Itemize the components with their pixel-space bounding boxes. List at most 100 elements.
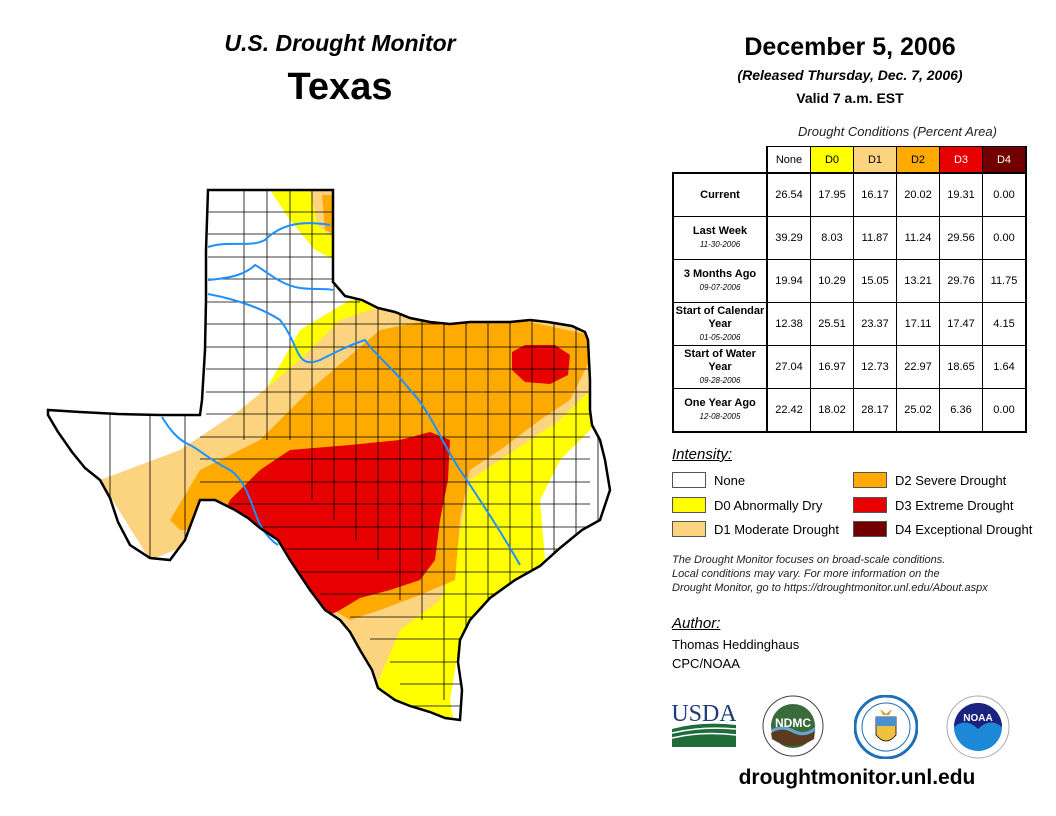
- column-header-none: None: [767, 146, 811, 174]
- legend-swatch: [672, 472, 706, 488]
- header-blank: [673, 146, 768, 173]
- table-cell-none: 19.94: [767, 259, 811, 303]
- legend-label: D1 Moderate Drought: [714, 521, 840, 537]
- row-label-text: One Year Ago: [684, 397, 756, 409]
- table-cell-d4: 0.00: [982, 172, 1027, 217]
- ndmc-logo-text: NDMC: [775, 716, 811, 730]
- river-red: [207, 263, 334, 291]
- legend-label: D4 Exceptional Drought: [895, 521, 1033, 537]
- note-line: Drought Monitor, go to https://droughtmo…: [672, 582, 988, 594]
- county-grid: [109, 190, 599, 720]
- column-header-d1: D1: [853, 146, 897, 174]
- table-cell-d3: 19.31: [939, 172, 983, 217]
- area-d3: [215, 345, 570, 620]
- table-cell-d1: 16.17: [853, 172, 897, 217]
- table-cell-d0: 16.97: [810, 345, 854, 389]
- table-cell-d2: 22.97: [896, 345, 940, 389]
- table-row: Current 26.54 17.95 16.17 20.02 19.31 0.00: [672, 172, 1027, 217]
- legend-label: None: [714, 472, 746, 488]
- row-label-text: Start of Water Year: [684, 347, 756, 373]
- map-title: U.S. Drought Monitor: [224, 30, 456, 56]
- table-cell-none: 22.42: [767, 388, 811, 433]
- legend-item-d0: D0 Abnormally Dry: [672, 497, 822, 513]
- table-row: Start of Water Year 09-28-2006 27.04 16.97 1…: [672, 345, 1027, 389]
- table-cell-d1: 15.05: [853, 259, 897, 303]
- table-cell-d0: 10.29: [810, 259, 854, 303]
- table-cell-d2: 13.21: [896, 259, 940, 303]
- row-label-text: Start of Calendar Year: [675, 304, 765, 330]
- author-heading: Author:: [672, 615, 721, 632]
- release-date: (Released Thursday, Dec. 7, 2006): [737, 67, 963, 83]
- legend-label: D3 Extreme Drought: [895, 497, 1014, 513]
- table-cell-d2: 25.02: [896, 388, 940, 433]
- table-cell-d2: 20.02: [896, 172, 940, 217]
- legend-swatch: [853, 472, 887, 488]
- row-label-text: Current: [700, 188, 740, 201]
- legend-item-d1: D1 Moderate Drought: [672, 521, 839, 537]
- table-cell-d1: 12.73: [853, 345, 897, 389]
- river-brazos: [207, 293, 521, 566]
- table-cell-d1: 11.87: [853, 216, 897, 260]
- usda-logo: USDA: [672, 701, 736, 747]
- row-label: One Year Ago 12-08-2005: [672, 388, 768, 433]
- row-label: Start of Water Year 09-28-2006: [672, 345, 768, 389]
- table-header-row: None D0 D1 D2 D3 D4: [673, 146, 1027, 174]
- row-label: Current: [672, 172, 768, 217]
- table-row: Start of Calendar Year 01-05-2006 12.38 25.…: [672, 302, 1027, 346]
- legend-item-none: None: [672, 472, 745, 488]
- row-label-text: 3 Months Ago: [683, 268, 757, 280]
- rivers: [161, 222, 521, 566]
- commerce-logo: [854, 695, 918, 759]
- row-label-date: 09-28-2006: [699, 375, 741, 385]
- row-label-text: Last Week: [692, 225, 748, 237]
- valid-time: Valid 7 a.m. EST: [796, 90, 904, 106]
- table-cell-d1: 23.37: [853, 302, 897, 346]
- legend-swatch: [853, 521, 887, 537]
- table-cell-none: 26.54: [767, 172, 811, 217]
- region-title: Texas: [287, 66, 393, 108]
- table-cell-d4: 11.75: [982, 259, 1027, 303]
- note-line: Local conditions may vary. For more info…: [672, 568, 940, 580]
- table-row: Last Week 11-30-2006 39.29 8.03 11.87 11.24 29…: [672, 216, 1027, 260]
- legend-swatch: [672, 521, 706, 537]
- table-cell-d2: 11.24: [896, 216, 940, 260]
- legend-label: D2 Severe Drought: [895, 472, 1007, 488]
- table-cell-d3: 6.36: [939, 388, 983, 433]
- legend-item-d4: D4 Exceptional Drought: [853, 521, 1032, 537]
- table-cell-d3: 29.76: [939, 259, 983, 303]
- row-label: Last Week 11-30-2006: [672, 216, 768, 260]
- table-cell-d4: 1.64: [982, 345, 1027, 389]
- texas-drought-map: [46, 188, 612, 722]
- noaa-logo: NOAA: [946, 695, 1010, 759]
- ndmc-logo: NDMC: [762, 695, 824, 757]
- table-cell-d0: 25.51: [810, 302, 854, 346]
- usda-logo-text: USDA: [672, 701, 736, 727]
- author-name: Thomas Heddinghaus: [672, 637, 800, 652]
- legend-item-d3: D3 Extreme Drought: [853, 497, 1014, 513]
- table-cell-d3: 18.65: [939, 345, 983, 389]
- table-cell-none: 39.29: [767, 216, 811, 260]
- disclaimer-note: The Drought Monitor focuses on broad-sca…: [672, 553, 988, 595]
- row-label: 3 Months Ago 09-07-2006: [672, 259, 768, 303]
- row-label: Start of Calendar Year 01-05-2006: [672, 302, 768, 346]
- column-header-d3: D3: [939, 146, 983, 174]
- table-cell-d4: 0.00: [982, 216, 1027, 260]
- legend-label: D0 Abnormally Dry: [714, 497, 823, 513]
- table-cell-none: 27.04: [767, 345, 811, 389]
- column-header-d0: D0: [810, 146, 854, 174]
- table-row: 3 Months Ago 09-07-2006 19.94 10.29 15.05 13.…: [672, 259, 1027, 303]
- legend-swatch: [672, 497, 706, 513]
- table-cell-d1: 28.17: [853, 388, 897, 433]
- row-label-date: 01-05-2006: [699, 332, 741, 342]
- website-link[interactable]: droughtmonitor.unl.edu: [738, 766, 976, 789]
- noaa-logo-text: NOAA: [963, 713, 992, 724]
- legend-title: Intensity:: [672, 446, 733, 463]
- row-label-date: 11-30-2006: [699, 240, 741, 249]
- drought-conditions-table: None D0 D1 D2 D3 D4 Current 26.54 17.95 16.…: [672, 146, 1027, 433]
- river-canadian: [207, 222, 331, 248]
- table-caption: Drought Conditions (Percent Area): [798, 124, 997, 139]
- table-cell-d3: 17.47: [939, 302, 983, 346]
- column-header-d4: D4: [982, 146, 1027, 174]
- table-cell-d3: 29.56: [939, 216, 983, 260]
- legend-swatch: [853, 497, 887, 513]
